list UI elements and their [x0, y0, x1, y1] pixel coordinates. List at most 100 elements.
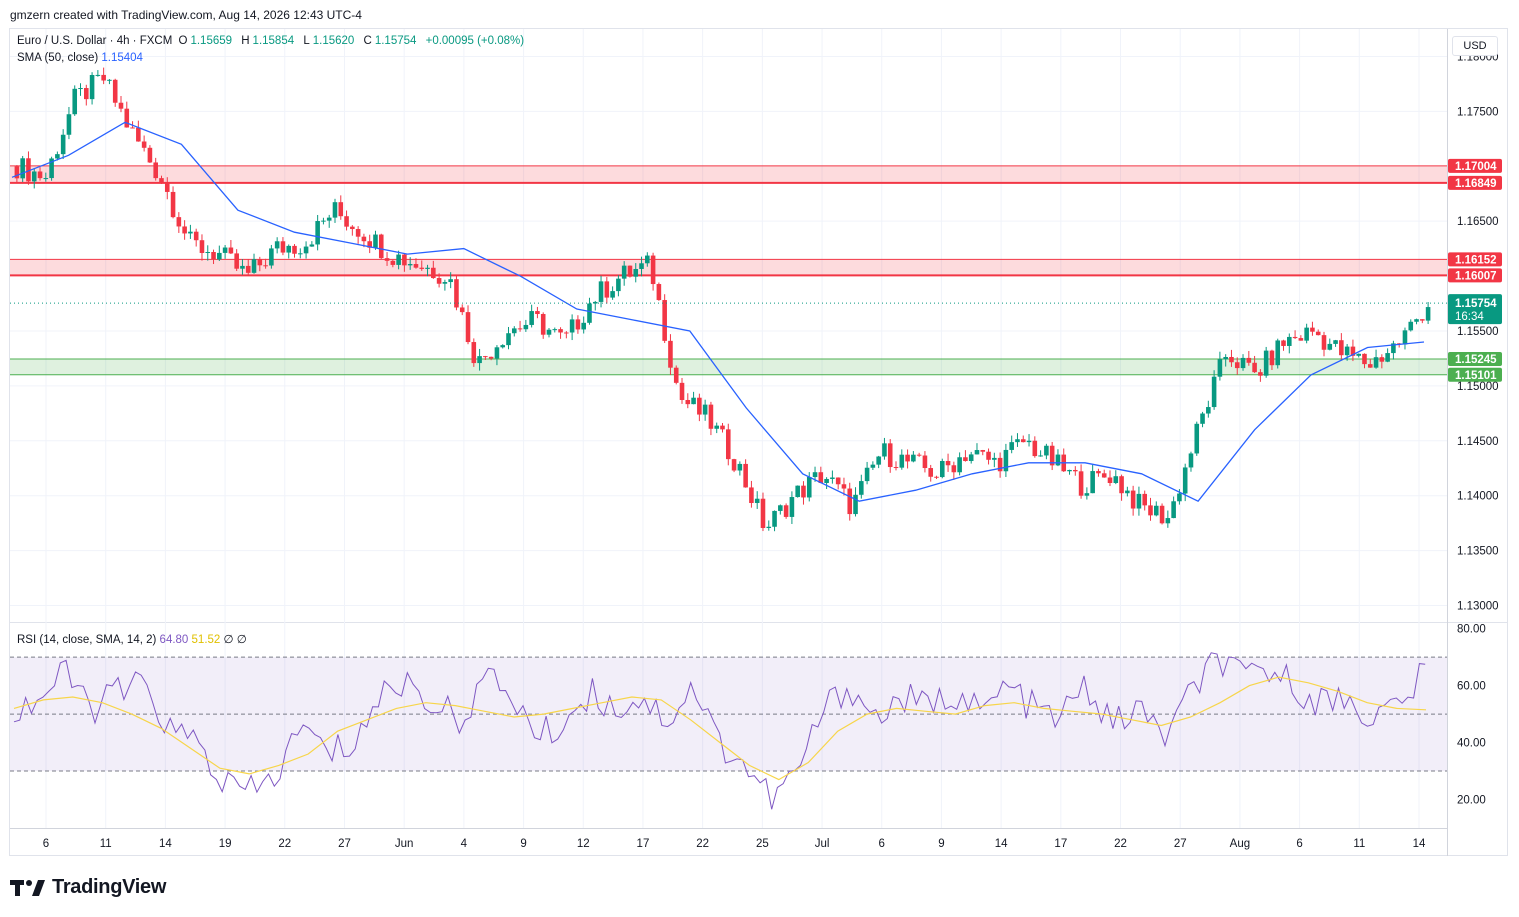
- candle-body: [1177, 493, 1182, 502]
- candle: [1044, 443, 1049, 460]
- candle-body: [332, 202, 338, 218]
- candle-body: [72, 88, 78, 115]
- date-tick-label: 14: [159, 838, 172, 850]
- candle-body: [436, 278, 442, 284]
- candle-body: [645, 255, 650, 264]
- candle-body: [876, 456, 881, 465]
- candle: [1333, 339, 1338, 347]
- candle-body: [806, 477, 812, 498]
- candle-body: [419, 267, 425, 269]
- candle-body: [621, 265, 627, 279]
- candle-body: [569, 319, 575, 333]
- zone-price-label: 1.17004: [1455, 161, 1497, 173]
- candle-body: [668, 340, 673, 368]
- candle: [84, 84, 89, 106]
- candle-body: [812, 472, 818, 478]
- candle-body: [1044, 445, 1049, 456]
- candle-body: [1298, 338, 1304, 341]
- candle-body: [390, 260, 396, 265]
- candle: [656, 282, 662, 301]
- candle-body: [118, 102, 124, 109]
- candle-body: [639, 263, 644, 269]
- candle-body: [454, 279, 459, 308]
- date-tick-label: 22: [1114, 838, 1127, 850]
- candle: [1113, 470, 1119, 485]
- candle: [454, 276, 459, 311]
- candle: [749, 480, 754, 508]
- candle: [1107, 470, 1113, 487]
- candle-body: [824, 478, 829, 483]
- candle-body: [14, 166, 20, 179]
- candle-body: [691, 397, 696, 405]
- candle: [390, 259, 396, 268]
- candle-body: [1038, 455, 1043, 457]
- candle: [228, 240, 234, 255]
- candle: [1038, 450, 1043, 457]
- candle: [471, 338, 477, 367]
- candle-body: [37, 171, 43, 179]
- candle-body: [222, 247, 228, 253]
- candle-body: [1315, 331, 1321, 336]
- candle-body: [182, 226, 187, 234]
- currency-selector[interactable]: USD: [1452, 36, 1498, 56]
- candle: [893, 461, 899, 471]
- candle: [1090, 464, 1095, 494]
- candle: [963, 450, 968, 462]
- candle-body: [240, 265, 245, 269]
- zone-resistance: [10, 165, 1447, 183]
- candle: [488, 356, 494, 361]
- candle-body: [1211, 376, 1217, 408]
- change-value: +0.00095 (+0.08%): [425, 35, 525, 47]
- candle: [714, 422, 720, 434]
- candle: [1153, 501, 1159, 517]
- date-tick-label: Jun: [395, 838, 414, 850]
- candle-body: [1090, 471, 1095, 494]
- candle-body: [199, 240, 205, 253]
- candle-body: [286, 245, 292, 253]
- candle-body: [575, 319, 581, 330]
- candle: [610, 286, 615, 300]
- candle-body: [581, 322, 586, 330]
- date-tick-label: 11: [1353, 838, 1365, 850]
- candle: [188, 224, 193, 239]
- last-price-label: 1.15754: [1455, 298, 1497, 310]
- candle-body: [754, 498, 760, 504]
- candle: [604, 276, 610, 304]
- candle-body: [66, 114, 72, 135]
- candle: [211, 249, 216, 265]
- candle: [1078, 464, 1084, 499]
- candle-body: [1425, 307, 1431, 321]
- candle: [1414, 318, 1419, 325]
- candle-body: [714, 425, 720, 429]
- candle-body: [945, 461, 951, 466]
- candle-body: [1362, 353, 1367, 365]
- candle: [1321, 331, 1327, 357]
- candle: [1009, 435, 1014, 454]
- candle: [1188, 451, 1194, 472]
- candle-body: [841, 484, 847, 489]
- candle: [193, 228, 199, 247]
- candle: [66, 106, 72, 140]
- candle-body: [818, 472, 824, 483]
- candle-body: [1258, 372, 1263, 376]
- candle-body: [1373, 357, 1379, 368]
- candle-body: [1188, 453, 1194, 468]
- candle: [737, 461, 743, 476]
- candle: [1061, 448, 1067, 472]
- candle-body: [511, 328, 517, 334]
- candle: [280, 237, 286, 256]
- candle: [303, 241, 309, 259]
- candle: [673, 365, 679, 385]
- candle: [355, 226, 361, 244]
- candle: [1003, 443, 1009, 477]
- tradingview-logo[interactable]: TradingView: [10, 876, 166, 899]
- candle: [1362, 353, 1367, 369]
- candle: [118, 96, 124, 113]
- candle: [1350, 339, 1356, 362]
- candle-body: [402, 254, 407, 266]
- candle: [26, 151, 31, 185]
- candle-body: [980, 450, 986, 452]
- candle-body: [604, 281, 610, 298]
- candle-body: [552, 329, 558, 331]
